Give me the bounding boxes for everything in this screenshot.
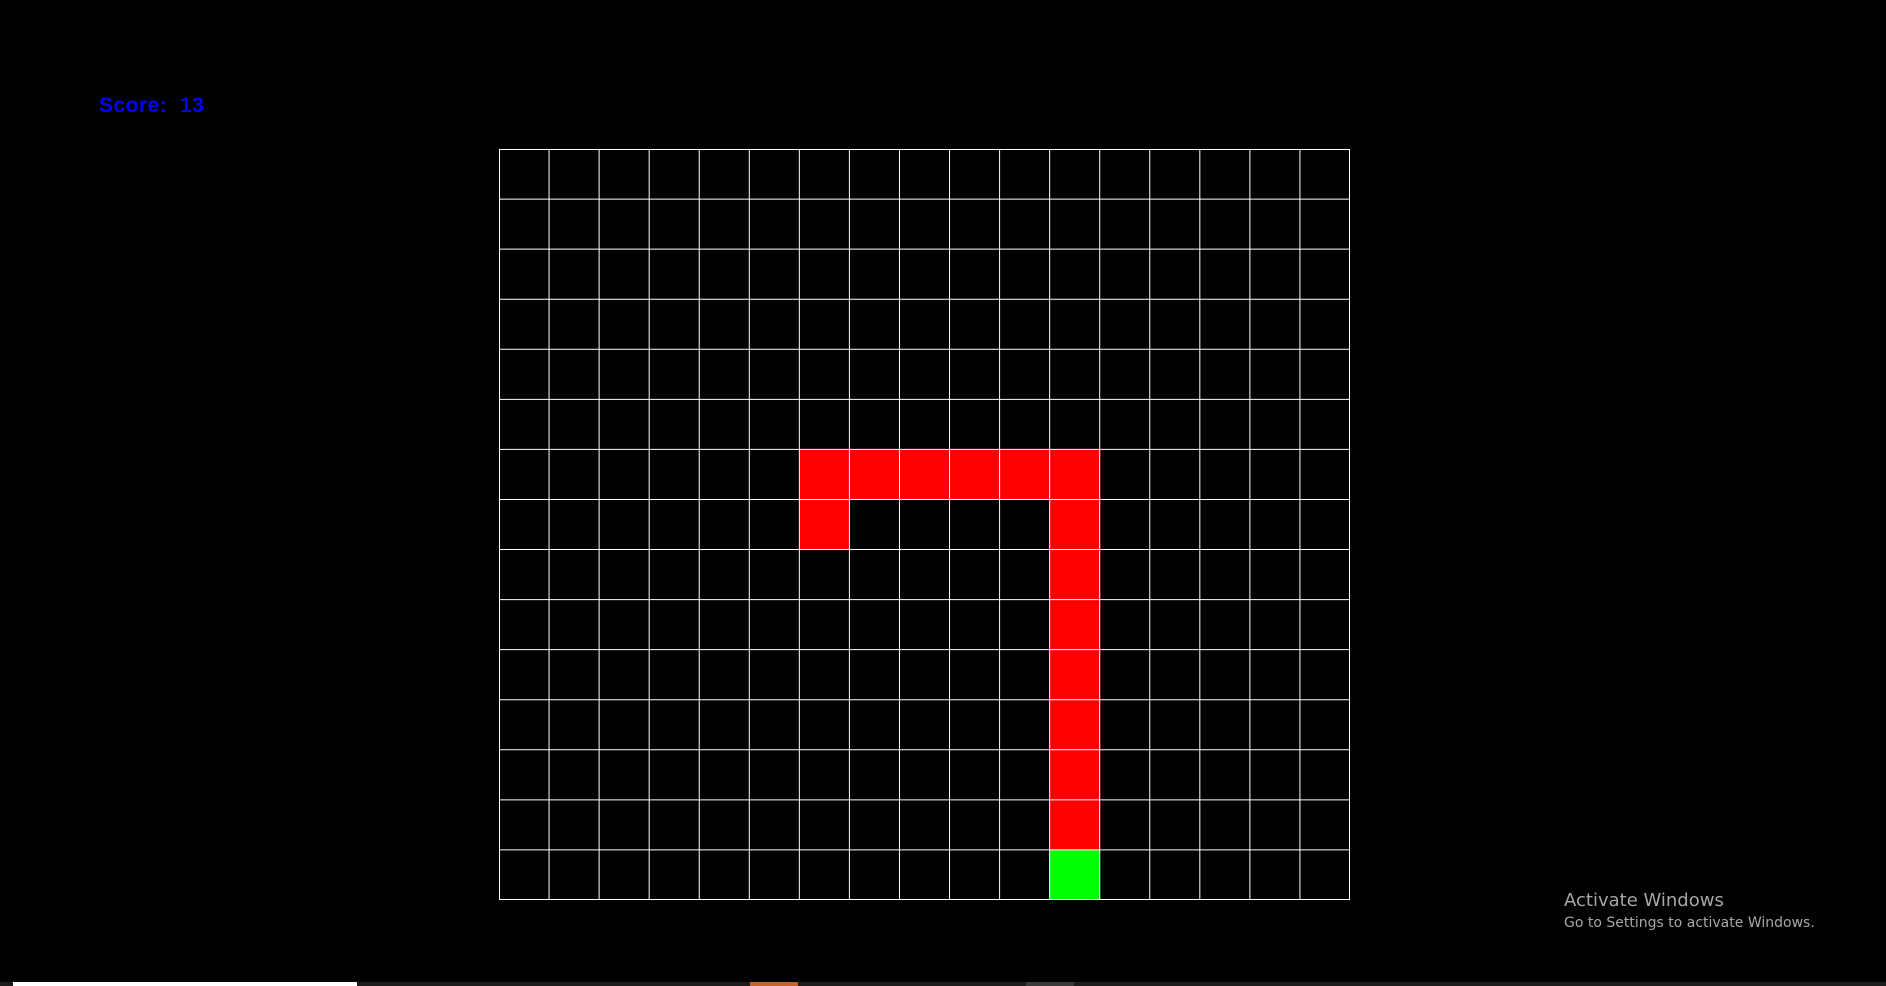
snake-segment: [849, 449, 900, 500]
snake-segment: [899, 449, 951, 500]
taskbar-segment-active-app[interactable]: [750, 982, 798, 986]
score-value: 13: [180, 94, 205, 117]
snake-segment: [1049, 449, 1101, 500]
snake-segment: [1049, 499, 1101, 551]
game-board[interactable]: [499, 149, 1350, 900]
snake-segment: [799, 449, 850, 500]
snake-segment: [1049, 549, 1101, 601]
snake: [799, 449, 1101, 851]
watermark-title: Activate Windows: [1564, 890, 1724, 911]
activate-windows-watermark: Activate Windows Go to Settings to activ…: [1564, 889, 1815, 933]
taskbar-segment-start[interactable]: [13, 982, 357, 986]
taskbar-segment-gap: [798, 982, 1026, 986]
taskbar-segment-app[interactable]: [1026, 982, 1074, 986]
grid-lines: [499, 149, 1350, 900]
score-label: Score:: [99, 94, 168, 117]
food-cell: [1049, 849, 1101, 900]
snake-head: [1049, 799, 1101, 851]
snake-segment: [799, 499, 850, 551]
food: [1049, 849, 1101, 900]
snake-segment: [949, 449, 1001, 500]
score-display: Score: 13: [99, 94, 204, 118]
snake-segment: [1049, 649, 1101, 701]
grid-canvas: [499, 149, 1350, 900]
taskbar-segment-middle: [357, 982, 750, 986]
taskbar-edge: [0, 982, 1886, 986]
watermark-subtitle: Go to Settings to activate Windows.: [1564, 915, 1815, 931]
snake-segment: [1049, 699, 1101, 751]
snake-segment: [1049, 599, 1101, 651]
snake-segment: [1049, 749, 1101, 801]
snake-segment: [999, 449, 1051, 500]
